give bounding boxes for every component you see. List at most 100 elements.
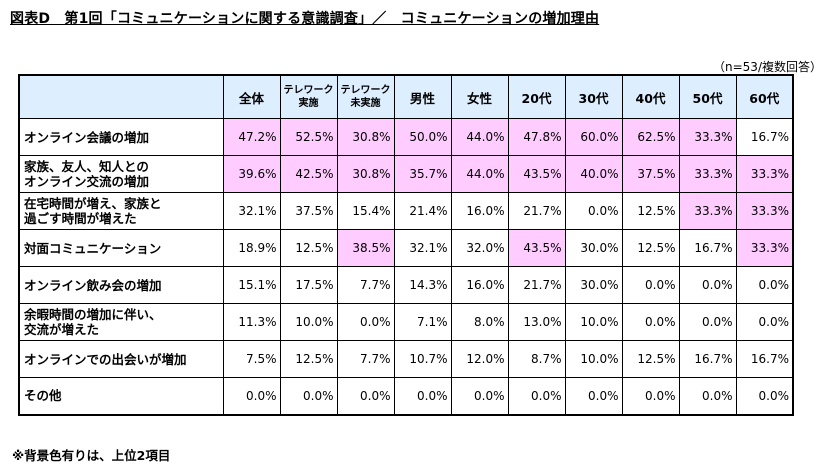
value-cell: 33.3% [678,118,737,156]
value-cell: 0.0% [678,303,737,341]
table-row: オンライン飲み会の増加 15.1% 17.5% 7.7% 14.3% 16.0% 21.7%… [18,266,794,304]
table-body: オンライン会議の増加 47.2% 52.5% 30.8% 50.0% 44.0% 47.8%… [18,118,794,415]
row-label: オンライン飲み会の増加 [18,266,224,304]
value-cell: 42.5% [279,155,338,193]
value-cell: 30.8% [336,155,395,193]
row-label-line: オンラインでの出会いが増加 [24,351,187,367]
value-cell: 12.5% [279,340,338,378]
value-cell: 33.3% [678,192,737,230]
value-cell: 37.5% [621,155,680,193]
value-cell: 0.0% [621,377,680,415]
value-cell: 12.0% [450,340,509,378]
value-cell: 7.7% [336,340,395,378]
value-cell: 47.8% [507,118,566,156]
value-cell: 43.5% [507,155,566,193]
row-label-line: オンライン飲み会の増加 [24,277,162,293]
column-header: 女性 [450,74,509,119]
value-cell: 12.5% [621,340,680,378]
value-cell: 0.0% [279,377,338,415]
value-cell: 14.3% [393,266,452,304]
corner-cell [18,74,224,119]
value-cell: 0.0% [336,303,395,341]
row-label-line: オンライン会議の増加 [24,129,150,145]
value-cell: 0.0% [678,377,737,415]
sample-size-note: （n=53/複数回答） [713,60,822,74]
row-label-line: 過ごす時間が増えた [24,211,137,226]
value-cell: 10.7% [393,340,452,378]
value-cell: 12.5% [279,229,338,267]
row-label-line: その他 [24,388,62,404]
value-cell: 21.7% [507,192,566,230]
row-label-line: 交流が増えた [24,322,100,337]
header-row: 全体 テレワーク 実施 テレワーク 未実施 男性 女性 20代 30代 40代 50代 60代 [18,74,794,119]
table-row: 余暇時間の増加に伴い、 交流が増えた 11.3% 10.0% 0.0% 7.1% 8.0% 1… [18,303,794,341]
value-cell: 0.0% [621,303,680,341]
column-header-line: テレワーク [340,85,391,96]
column-header: 40代 [621,74,680,119]
table-row: 対面コミュニケーション 18.9% 12.5% 38.5% 32.1% 32.0% 43.5… [18,229,794,267]
value-cell: 47.2% [222,118,281,156]
value-cell: 32.1% [222,192,281,230]
value-cell: 40.0% [564,155,623,193]
value-cell: 33.3% [735,192,794,230]
value-cell: 39.6% [222,155,281,193]
row-label: 在宅時間が増え、家族と 過ごす時間が増えた [18,192,224,230]
value-cell: 8.7% [507,340,566,378]
column-header: 全体 [222,74,281,119]
value-cell: 21.4% [393,192,452,230]
value-cell: 0.0% [450,377,509,415]
value-cell: 10.0% [564,340,623,378]
value-cell: 11.3% [222,303,281,341]
column-header-line: 未実施 [350,98,381,109]
value-cell: 16.0% [450,266,509,304]
highlight-legend-note: ※背景色有りは、上位2項目 [12,448,171,463]
value-cell: 12.5% [621,229,680,267]
column-header: 60代 [735,74,794,119]
value-cell: 15.4% [336,192,395,230]
value-cell: 52.5% [279,118,338,156]
figure-title: 図表D 第1回「コミュニケーションに関する意識調査」／ コミュニケーションの増加… [10,11,600,27]
value-cell: 0.0% [564,192,623,230]
value-cell: 0.0% [564,377,623,415]
data-table: 全体 テレワーク 実施 テレワーク 未実施 男性 女性 20代 30代 40代 50代 60代 オンラ… [18,74,794,416]
value-cell: 7.7% [336,266,395,304]
value-cell: 0.0% [222,377,281,415]
row-label: 余暇時間の増加に伴い、 交流が増えた [18,303,224,341]
value-cell: 16.0% [450,192,509,230]
row-label-line: 対面コミュニケーション [24,240,162,256]
value-cell: 10.0% [564,303,623,341]
value-cell: 37.5% [279,192,338,230]
column-header-line: 実施 [298,98,319,109]
value-cell: 35.7% [393,155,452,193]
value-cell: 15.1% [222,266,281,304]
value-cell: 10.0% [279,303,338,341]
row-label-line: 家族、友人、知人との [24,159,149,174]
value-cell: 0.0% [336,377,395,415]
table-row: 在宅時間が増え、家族と 過ごす時間が増えた 32.1% 37.5% 15.4% 21.4%… [18,192,794,230]
value-cell: 0.0% [621,266,680,304]
column-header: テレワーク 未実施 [336,74,395,119]
column-header-line: テレワーク [283,85,334,96]
value-cell: 43.5% [507,229,566,267]
value-cell: 0.0% [735,377,794,415]
row-label: オンラインでの出会いが増加 [18,340,224,378]
row-label-line: オンライン交流の増加 [24,174,150,189]
row-label: オンライン会議の増加 [18,118,224,156]
value-cell: 16.7% [735,118,794,156]
value-cell: 60.0% [564,118,623,156]
row-label: その他 [18,377,224,415]
value-cell: 0.0% [735,266,794,304]
row-label: 家族、友人、知人との オンライン交流の増加 [18,155,224,193]
row-label: 対面コミュニケーション [18,229,224,267]
value-cell: 62.5% [621,118,680,156]
value-cell: 13.0% [507,303,566,341]
value-cell: 18.9% [222,229,281,267]
value-cell: 7.1% [393,303,452,341]
row-label-line: 余暇時間の増加に伴い、 [24,307,162,322]
value-cell: 0.0% [678,266,737,304]
column-header: 50代 [678,74,737,119]
value-cell: 44.0% [450,118,509,156]
column-header: 男性 [393,74,452,119]
value-cell: 33.3% [735,155,794,193]
value-cell: 32.1% [393,229,452,267]
